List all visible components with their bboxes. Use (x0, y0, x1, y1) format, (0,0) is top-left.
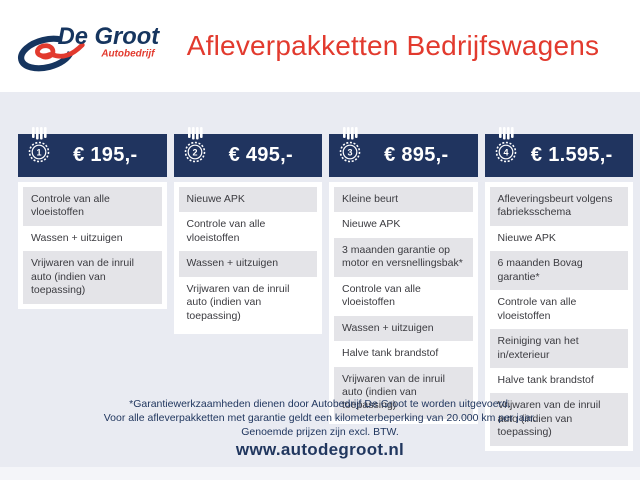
disclaimer-notes: *Garantiewerkzaamheden dienen door Autob… (0, 397, 640, 440)
package-header: 4 € 1.595,- (484, 127, 633, 177)
package-item: Kleine beurt (334, 187, 473, 213)
medal-icon: 3 (339, 127, 361, 163)
package-item: Afleveringsbeurt volgens fabrieksschema (489, 187, 628, 226)
package-column: 2 € 495,- Nieuwe APK Controle van alle vl… (173, 127, 322, 335)
package-item: Controle van alle vloeistoffen (23, 187, 162, 226)
package-item: Vrijwaren van de inruil auto (indien van… (334, 366, 473, 419)
medal-icon: 2 (184, 127, 205, 163)
package-price: € 195,- (73, 144, 138, 166)
package-price: € 495,- (228, 144, 293, 166)
brand-logo: De Groot Autobedrijf (12, 15, 164, 78)
package-item: Wassen + uitzuigen (334, 315, 473, 342)
package-item: Reiniging van het in/exterieur (489, 329, 628, 368)
package-item: Vrijwaren van de inruil auto (indien van… (489, 393, 628, 446)
package-item-list: Afleveringsbeurt volgens fabrieksschema N… (484, 182, 633, 451)
package-item: Controle van alle vloeistoffen (497, 296, 577, 322)
package-column: 1 € 195,- Controle van alle vloeistoffen… (18, 127, 167, 309)
bottom-band (0, 467, 640, 480)
logo-swoosh-icon (35, 42, 56, 59)
package-item-list: Controle van alle vloeistoffen Wassen + u… (18, 182, 167, 309)
medal-icon: 4 (495, 127, 516, 163)
svg-text:1: 1 (36, 148, 41, 158)
package-item: Nieuwe APK (342, 218, 401, 231)
package-item: Vrijwaren van de inruil auto (indien van… (186, 282, 290, 322)
disclaimer-line: Genoemde prijzen zijn excl. BTW. (241, 426, 399, 439)
top-banner: De Groot Autobedrijf Afleverpakketten Be… (0, 0, 640, 92)
package-item: Halve tank brandstof (497, 373, 594, 386)
package-item: Wassen + uitzuigen (178, 251, 317, 277)
svg-text:3: 3 (347, 148, 352, 158)
package-item-list: Kleine beurt Nieuwe APK 3 maanden garantie… (329, 182, 478, 424)
package-item: Controle van alle vloeistoffen (342, 282, 421, 309)
package-column: 3 € 895,- Kleine beurt Nieuwe APK 3 maande… (329, 127, 478, 424)
package-item: 6 maanden Bovag garantie* (489, 251, 628, 291)
de-groot-logo-graphic: De Groot Autobedrijf (18, 23, 161, 71)
brand-subtitle-text: Autobedrijf (100, 48, 156, 59)
package-item-list: Nieuwe APK Controle van alle vloeistoffen… (173, 182, 322, 335)
package-header: 3 € 895,- (329, 127, 478, 177)
package-column: 4 € 1.595,- Afleveringsbeurt volgens fab… (484, 127, 633, 451)
logo-swoosh-tail-icon (49, 42, 85, 59)
medal-icon: 1 (28, 127, 50, 163)
brand-name-text: De Groot (58, 23, 161, 50)
page-title: Afleverpakketten Bedrijfswagens (186, 30, 600, 61)
packages-grid: 1 € 195,- Controle van alle vloeistoffen… (18, 127, 633, 451)
package-header: 1 € 195,- (18, 127, 167, 177)
package-item: Nieuwe APK (178, 187, 317, 213)
package-header: 2 € 495,- (173, 127, 322, 177)
logo-ellipse-icon (18, 35, 75, 71)
svg-text:2: 2 (192, 148, 197, 158)
package-item: 3 maanden garantie op motor en versnelli… (334, 237, 473, 277)
package-item: Nieuwe APK (497, 231, 556, 244)
package-item: Halve tank brandstof (342, 347, 439, 360)
package-item: Controle van alle vloeistoffen (186, 218, 266, 244)
website-link[interactable]: www.autodegroot.nl (235, 440, 405, 459)
package-price: € 895,- (384, 144, 449, 166)
disclaimer-line: Voor alle afleverpakketten met garantie … (103, 412, 537, 425)
package-item: Vrijwaren van de inruil auto (indien van… (23, 251, 162, 304)
svg-text:4: 4 (503, 148, 508, 158)
package-item: Wassen + uitzuigen (31, 231, 123, 244)
disclaimer-line: *Garantiewerkzaamheden dienen door Autob… (129, 398, 511, 410)
package-price: € 1.595,- (530, 144, 613, 166)
